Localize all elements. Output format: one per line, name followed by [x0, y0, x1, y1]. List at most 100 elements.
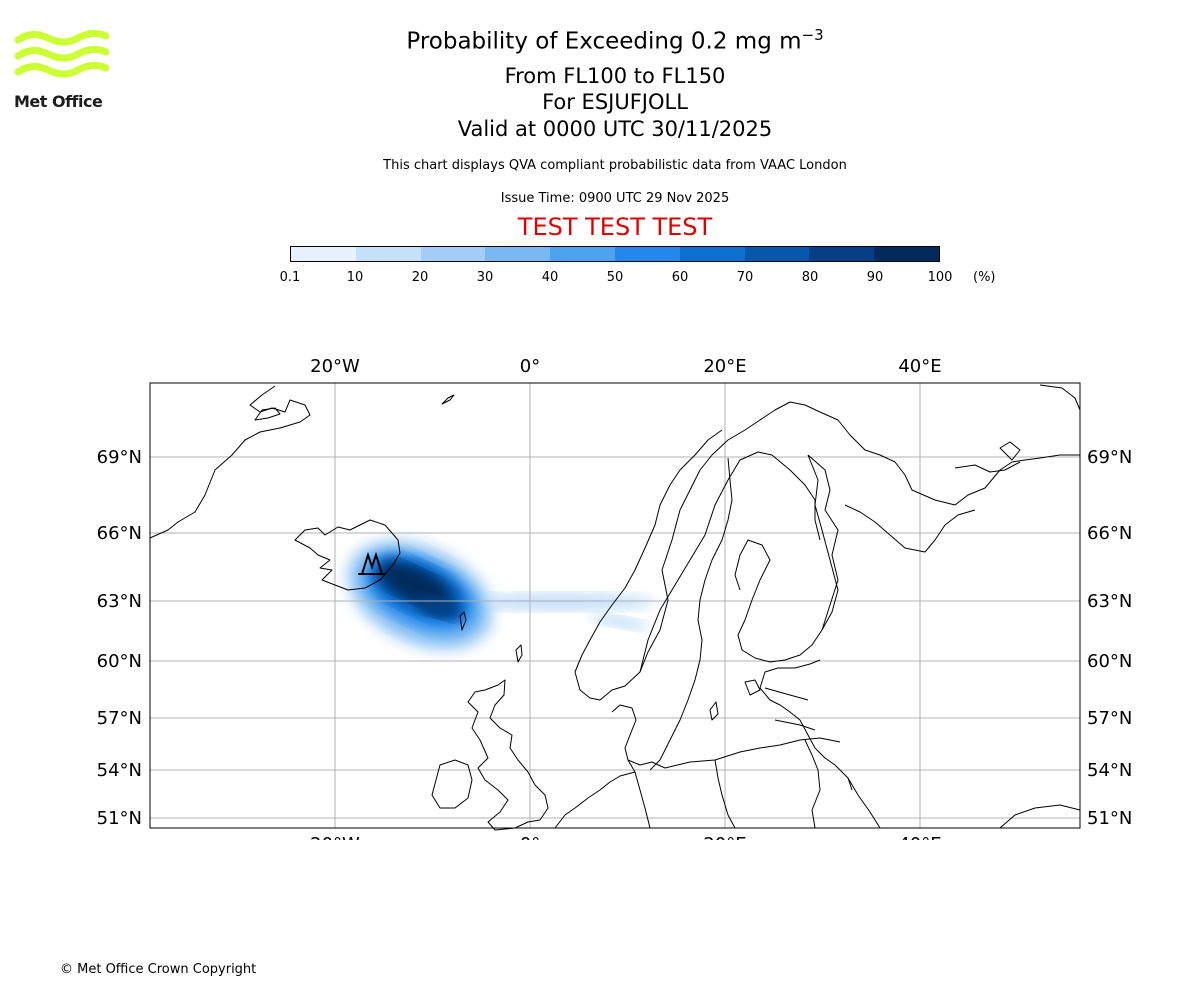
lat-label: 60°N — [97, 651, 142, 672]
map: 20°W 0° 20°E 40°E 20°W 0° 20°E 40°E 69°N 66°N 63… — [97, 356, 1133, 840]
greenland-coast — [149, 385, 311, 539]
lat-label: 66°N — [97, 523, 142, 544]
baltic-states-coast — [759, 659, 853, 791]
lat-label: 51°N — [97, 808, 142, 829]
valid-time: Valid at 0000 UTC 30/11/2025 — [457, 117, 773, 141]
denmark-coast — [611, 704, 666, 769]
border-norway-sweden — [639, 451, 773, 673]
white-sea-coast — [844, 504, 976, 553]
colorbar-tick-label: 20 — [411, 270, 429, 285]
plume-contour — [465, 593, 655, 611]
lon-label: 20°W — [310, 834, 360, 840]
colorbar-tick-label: 60 — [671, 270, 689, 285]
lat-label: 63°N — [1087, 591, 1132, 612]
europe-south-coast — [999, 804, 1081, 829]
greenland-fjord — [254, 407, 281, 421]
chart-description: This chart displays QVA compliant probab… — [383, 158, 847, 173]
shetland — [515, 644, 523, 663]
met-office-logo: Met Office — [14, 29, 110, 112]
colorbar-cell — [744, 247, 810, 261]
finland-coast — [734, 454, 839, 663]
colorbar-cell — [679, 247, 745, 261]
colorbar-tick-label: 80 — [801, 270, 819, 285]
lat-labels-left: 69°N 66°N 63°N 60°N 57°N 54°N 51°N — [97, 447, 142, 829]
level-range: From FL100 to FL150 — [504, 64, 726, 88]
kanin-peninsula — [954, 461, 1021, 473]
colorbar-cell — [550, 247, 615, 261]
colorbar-tick-label: 50 — [606, 270, 624, 285]
lat-label: 54°N — [1087, 760, 1132, 781]
lon-labels-bottom: 20°W 0° 20°E 40°E — [310, 834, 941, 840]
title-text: Probability of Exceeding 0.2 mg m — [406, 28, 802, 55]
colorbar-cell — [420, 247, 486, 261]
border-finland-russia — [807, 454, 839, 631]
ash-plume — [344, 536, 655, 654]
lat-label: 60°N — [1087, 651, 1132, 672]
lat-label: 66°N — [1087, 523, 1132, 544]
lat-label: 69°N — [97, 447, 142, 468]
lon-label: 20°W — [310, 356, 360, 377]
lon-label: 40°E — [898, 834, 941, 840]
logo-text: Met Office — [14, 92, 103, 111]
border-poland-east — [804, 739, 821, 829]
map-frame — [149, 382, 1081, 829]
border-estonia-latvia — [764, 687, 809, 701]
border-denmark-germany — [627, 759, 636, 773]
colorbar-tick-label: 70 — [736, 270, 754, 285]
kolguev-island — [999, 441, 1021, 461]
border-latvia-lithuania — [774, 719, 816, 731]
colorbar-tick-label: 0.1 — [279, 270, 301, 285]
colorbar-cell — [291, 247, 356, 261]
colorbar-cell — [874, 247, 939, 261]
lat-label: 69°N — [1087, 447, 1132, 468]
colorbar-tick-label: 10 — [346, 270, 364, 285]
plume-contour — [418, 596, 462, 620]
lon-label: 20°E — [703, 356, 746, 377]
germany-poland-coast — [664, 737, 841, 769]
jan-mayen — [441, 394, 455, 405]
volcano-name: For ESJUFJOLL — [542, 90, 688, 114]
colorbar-cell — [355, 247, 421, 261]
scandinavia-coast — [579, 401, 1080, 701]
coastlines — [149, 384, 1081, 831]
copyright: © Met Office Crown Copyright — [60, 962, 257, 977]
lat-label: 51°N — [1087, 808, 1132, 829]
sweden-east-coast — [649, 457, 733, 771]
iceland-coast — [294, 519, 401, 591]
lat-label: 54°N — [97, 760, 142, 781]
volcano-icon — [358, 551, 386, 575]
novaya-zemlya — [1039, 384, 1081, 411]
colorbar-tick-label: 30 — [476, 270, 494, 285]
title-exponent: −3 — [801, 26, 824, 44]
norway-west-coast — [574, 429, 723, 691]
colorbar-tick-label: 90 — [866, 270, 884, 285]
lon-label: 20°E — [703, 834, 746, 840]
lon-label: 0° — [520, 356, 540, 377]
plume-contour — [379, 563, 451, 607]
lon-labels-top: 20°W 0° 20°E 40°E — [310, 356, 941, 377]
border-sweden-finland — [771, 454, 821, 541]
lat-labels-right: 69°N 66°N 63°N 60°N 57°N 54°N 51°N — [1087, 447, 1132, 829]
lat-label: 63°N — [97, 591, 142, 612]
logo-waves-icon — [14, 29, 110, 78]
lon-label: 0° — [520, 834, 540, 840]
gotland — [709, 701, 719, 721]
lat-label: 57°N — [97, 708, 142, 729]
colorbar-cell — [809, 247, 875, 261]
chart-title: Probability of Exceeding 0.2 mg m−3 — [0, 26, 1200, 55]
colorbar-tick-label: 40 — [541, 270, 559, 285]
lon-label: 40°E — [898, 356, 941, 377]
issue-time: Issue Time: 0900 UTC 29 Nov 2025 — [500, 191, 730, 206]
estonia-islands — [744, 679, 761, 696]
faroe-islands — [459, 611, 467, 631]
border-germany-poland — [714, 759, 736, 829]
lat-label: 57°N — [1087, 708, 1132, 729]
colorbar-unit: (%) — [973, 270, 996, 285]
ireland-coast — [431, 759, 473, 809]
test-banner: TEST TEST TEST — [517, 213, 713, 241]
colorbar-cell — [485, 247, 551, 261]
colorbar — [290, 246, 940, 262]
border-netherlands-germany — [634, 771, 651, 829]
border-belarus-russia — [847, 777, 881, 829]
colorbar-cell — [614, 247, 680, 261]
